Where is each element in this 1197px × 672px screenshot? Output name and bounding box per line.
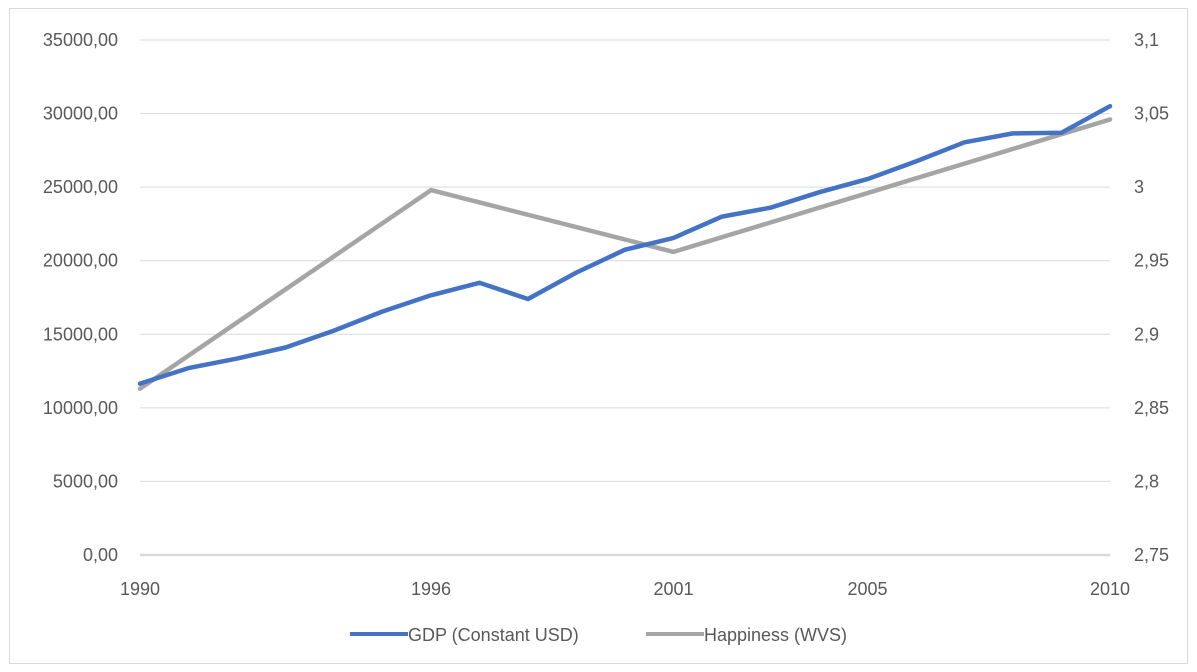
legend: GDP (Constant USD) Happiness (WVS) — [350, 625, 847, 645]
right-tick-label: 3 — [1134, 177, 1144, 197]
series-line-gdp — [137, 103, 1113, 386]
right-tick-label: 2,8 — [1134, 471, 1159, 491]
left-tick-label: 15000,00 — [43, 324, 118, 344]
left-tick-label: 35000,00 — [43, 30, 118, 50]
right-tick-label: 3,1 — [1134, 30, 1159, 50]
left-axis-tick-labels: 0,00 5000,00 10000,00 15000,00 20000,00 25000… — [43, 30, 118, 565]
series-lines — [137, 103, 1113, 391]
right-tick-label: 3,05 — [1134, 104, 1169, 124]
x-tick-label: 2005 — [847, 579, 887, 599]
left-tick-label: 20000,00 — [43, 251, 118, 271]
line-chart: 0,00 5000,00 10000,00 15000,00 20000,00 25000… — [43, 30, 1169, 645]
x-tick-label: 2001 — [653, 579, 693, 599]
left-tick-label: 25000,00 — [43, 177, 118, 197]
right-axis-tick-labels: 2,75 2,8 2,85 2,9 2,95 3 3,05 3,1 — [1134, 30, 1169, 565]
x-tick-label: 2010 — [1090, 579, 1130, 599]
left-tick-label: 0,00 — [83, 545, 118, 565]
chart-frame: 0,00 5000,00 10000,00 15000,00 20000,00 25000… — [9, 8, 1188, 664]
right-tick-label: 2,75 — [1134, 545, 1169, 565]
left-tick-label: 30000,00 — [43, 104, 118, 124]
right-tick-label: 2,9 — [1134, 324, 1159, 344]
left-tick-label: 5000,00 — [53, 471, 118, 491]
left-tick-label: 10000,00 — [43, 398, 118, 418]
gridlines — [140, 39, 1110, 557]
right-tick-label: 2,95 — [1134, 251, 1169, 271]
legend-label-happiness: Happiness (WVS) — [704, 625, 847, 645]
x-tick-label: 1990 — [120, 579, 160, 599]
series-line-happiness — [137, 117, 1113, 391]
x-tick-label: 1996 — [411, 579, 451, 599]
x-axis-tick-labels: 1990 1996 2001 2005 2010 — [120, 579, 1130, 599]
right-tick-label: 2,85 — [1134, 398, 1169, 418]
legend-label-gdp: GDP (Constant USD) — [408, 625, 579, 645]
